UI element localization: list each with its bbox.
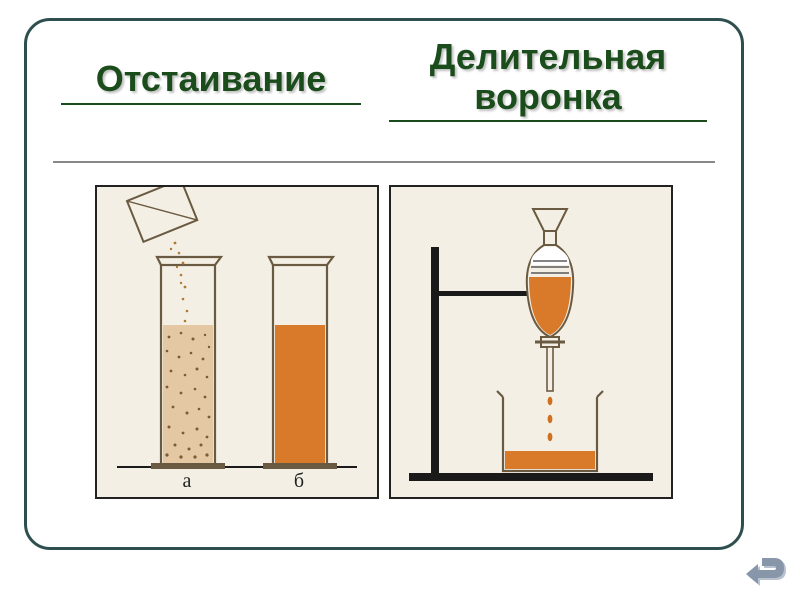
- panels: а б: [27, 185, 741, 515]
- title-right: Делительная воронка: [389, 37, 707, 122]
- titles-row: Отстаивание Делительная воронка: [27, 37, 741, 147]
- panel-separating-funnel: [389, 185, 673, 499]
- panel-settling: а б: [95, 185, 379, 499]
- slide-card: Отстаивание Делительная воронка: [24, 18, 744, 550]
- stand-pole: [431, 247, 439, 477]
- title-right-line2: воронка: [474, 76, 621, 117]
- clamp-arm: [439, 291, 539, 296]
- cylinder-b: [263, 257, 337, 469]
- title-right-line1: Делительная: [430, 36, 667, 77]
- pour-stream: [170, 242, 188, 323]
- u-turn-icon: [744, 552, 788, 592]
- divider: [53, 161, 715, 163]
- funnel-diagram: [391, 187, 671, 497]
- title-left: Отстаивание: [61, 59, 361, 105]
- label-a: а: [183, 470, 192, 492]
- pouring-packet: [127, 187, 197, 242]
- cylinder-a: [151, 257, 225, 469]
- label-b: б: [294, 470, 304, 492]
- drops: [548, 397, 553, 441]
- stand-base: [409, 473, 653, 481]
- separating-funnel: [527, 209, 573, 391]
- back-button[interactable]: [744, 552, 788, 592]
- settling-diagram: а б: [97, 187, 377, 497]
